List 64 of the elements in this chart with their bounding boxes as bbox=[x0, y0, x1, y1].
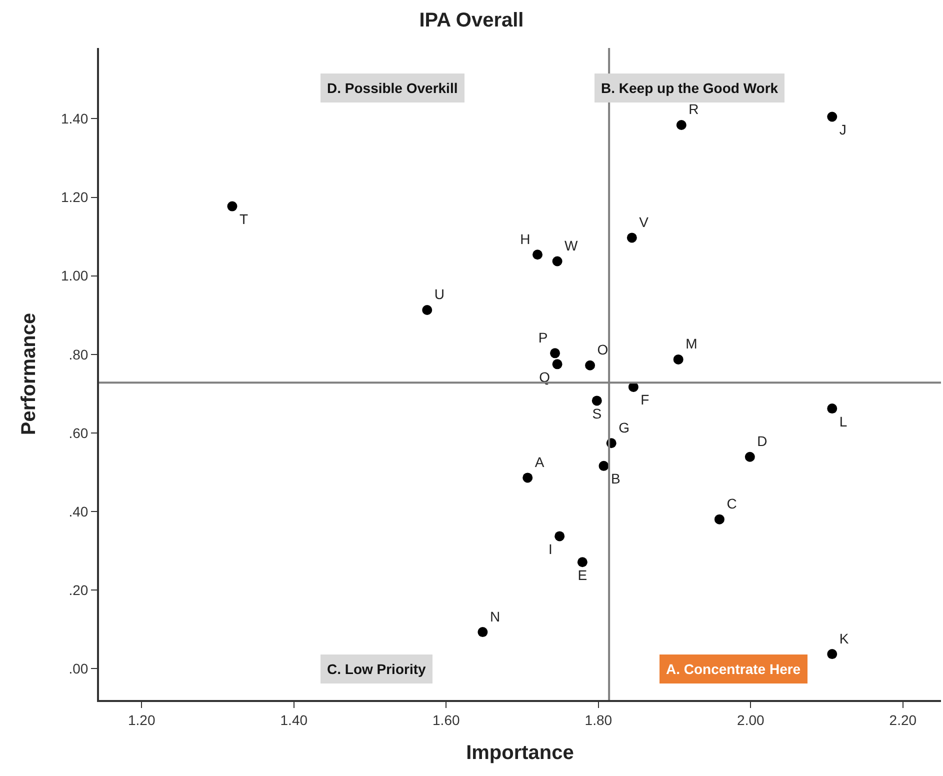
data-label: F bbox=[640, 392, 650, 408]
y-tick-label: .40 bbox=[68, 503, 88, 520]
y-tick-label: 1.20 bbox=[60, 189, 88, 206]
point bbox=[554, 531, 565, 542]
x-tick-label: 2.20 bbox=[889, 712, 917, 728]
data-label: B bbox=[610, 470, 620, 487]
annotation: C. Low Priority bbox=[327, 661, 426, 677]
point bbox=[585, 360, 596, 370]
data-label: M bbox=[686, 336, 698, 352]
annotation: B. Keep up the Good Work bbox=[601, 80, 778, 96]
point bbox=[552, 359, 562, 370]
data-label: K bbox=[839, 630, 850, 646]
y-axis-title: Performance bbox=[18, 312, 40, 436]
point bbox=[827, 649, 838, 660]
point bbox=[478, 627, 488, 638]
data-label: G bbox=[618, 419, 630, 436]
chart-title: IPA Overall bbox=[419, 9, 524, 32]
data-label: U bbox=[434, 286, 444, 302]
data-label: W bbox=[564, 238, 579, 254]
data-label: O bbox=[597, 342, 608, 358]
point bbox=[827, 404, 838, 414]
data-label: D bbox=[757, 433, 768, 450]
y-tick-label: 1.40 bbox=[60, 110, 88, 127]
data-label: N bbox=[490, 608, 500, 624]
data-label: P bbox=[538, 329, 548, 346]
annotation: A. Concentrate Here bbox=[666, 661, 801, 677]
y-tick-label: .80 bbox=[68, 346, 88, 362]
x-tick-label: 1.80 bbox=[584, 712, 612, 728]
point bbox=[598, 460, 609, 471]
data-label: T bbox=[239, 211, 248, 228]
y-tick-label: 1.00 bbox=[60, 268, 88, 284]
point bbox=[676, 120, 686, 130]
x-axis-title: Importance bbox=[466, 742, 574, 764]
y-tick-label: .60 bbox=[68, 424, 88, 441]
data-label: A bbox=[534, 454, 545, 470]
data-label: V bbox=[639, 214, 650, 230]
data-label: C bbox=[726, 496, 737, 512]
annotation: D. Possible Overkill bbox=[327, 80, 458, 96]
point bbox=[626, 232, 637, 243]
y-tick-label: .20 bbox=[68, 582, 88, 598]
point bbox=[532, 250, 543, 260]
data-label: L bbox=[839, 413, 848, 430]
point bbox=[422, 304, 432, 315]
point bbox=[673, 354, 684, 364]
x-tick-label: 1.60 bbox=[432, 712, 460, 728]
data-label: I bbox=[548, 540, 552, 557]
y-tick-label: .00 bbox=[68, 660, 88, 676]
x-tick-label: 2.00 bbox=[737, 712, 765, 728]
point bbox=[827, 112, 838, 122]
point bbox=[577, 557, 588, 568]
point bbox=[744, 452, 755, 462]
x-tick-label: 1.20 bbox=[128, 712, 156, 728]
point bbox=[592, 396, 602, 406]
point bbox=[714, 514, 724, 524]
x-tick-label: 1.40 bbox=[280, 712, 308, 728]
point bbox=[550, 348, 560, 358]
data-label: S bbox=[592, 405, 602, 422]
data-label: R bbox=[688, 101, 699, 118]
data-label: J bbox=[839, 121, 846, 138]
data-label: H bbox=[520, 230, 530, 247]
point bbox=[522, 472, 533, 483]
point bbox=[227, 201, 238, 212]
data-label: E bbox=[578, 566, 588, 583]
point bbox=[552, 256, 562, 266]
